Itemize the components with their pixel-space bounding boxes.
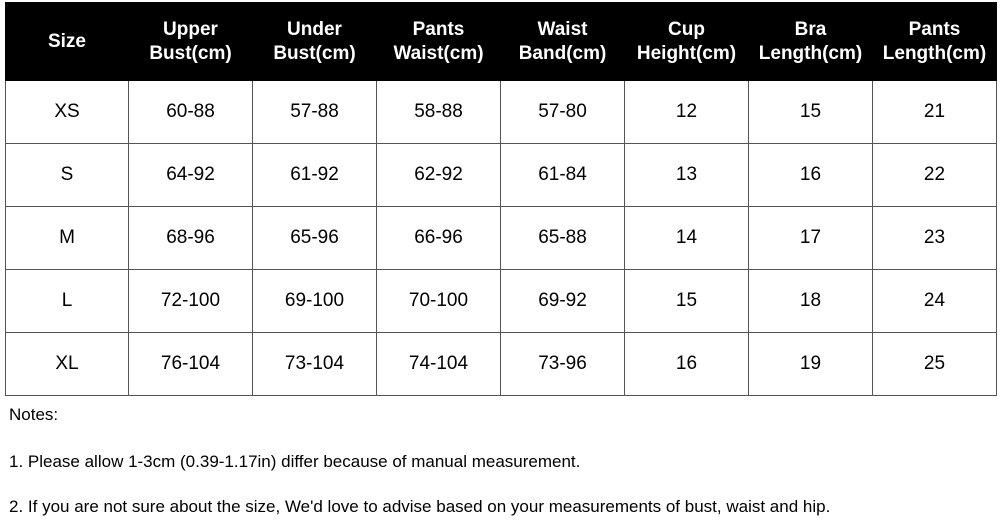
table-cell: S [5,143,129,207]
table-cell: M [5,206,129,270]
header-cell: Cup Height(cm) [624,2,749,81]
table-row: XS 60-88 57-88 58-88 57-80 12 15 21 [5,80,997,144]
table-cell: 24 [872,269,997,333]
table-cell: 73-104 [252,332,377,396]
header-cell: Size [5,2,129,81]
table-cell: 13 [624,143,749,207]
header-row: Size Upper Bust(cm) Under Bust(cm) Pants Wa… [5,2,997,81]
table-cell: 60-88 [128,80,253,144]
table-cell: 65-96 [252,206,377,270]
header-cell: Pants Waist(cm) [376,2,501,81]
table-cell: 68-96 [128,206,253,270]
table-row: M 68-96 65-96 66-96 65-88 14 17 23 [5,206,997,270]
header-cell: Waist Band(cm) [500,2,625,81]
table-cell: 57-80 [500,80,625,144]
table-cell: 18 [748,269,873,333]
table-cell: 15 [748,80,873,144]
header-cell: Under Bust(cm) [252,2,377,81]
table-cell: 21 [872,80,997,144]
table-cell: 12 [624,80,749,144]
table-cell: XL [5,332,129,396]
table-cell: 64-92 [128,143,253,207]
table-cell: 76-104 [128,332,253,396]
table-cell: 61-92 [252,143,377,207]
table-cell: 70-100 [376,269,501,333]
header-cell: Bra Length(cm) [748,2,873,81]
table-cell: 62-92 [376,143,501,207]
table-cell: 16 [748,143,873,207]
table-cell: 74-104 [376,332,501,396]
table-row: L 72-100 69-100 70-100 69-92 15 18 24 [5,269,997,333]
table-cell: 25 [872,332,997,396]
table-cell: 66-96 [376,206,501,270]
table-cell: 69-92 [500,269,625,333]
table-cell: L [5,269,129,333]
table-cell: 15 [624,269,749,333]
table-cell: 57-88 [252,80,377,144]
table-cell: 72-100 [128,269,253,333]
notes-title: Notes: [9,405,59,424]
table-row: S 64-92 61-92 62-92 61-84 13 16 22 [5,143,997,207]
note-item: 2. If you are not sure about the size, W… [9,497,831,516]
table-cell: 17 [748,206,873,270]
table-cell: 16 [624,332,749,396]
table-cell: 69-100 [252,269,377,333]
size-table: Size Upper Bust(cm) Under Bust(cm) Pants Wa… [5,2,997,396]
header-cell: Pants Length(cm) [872,2,997,81]
table-cell: 61-84 [500,143,625,207]
table-cell: 22 [872,143,997,207]
table-cell: 73-96 [500,332,625,396]
table-cell: 23 [872,206,997,270]
table-cell: XS [5,80,129,144]
table-row: XL 76-104 73-104 74-104 73-96 16 19 25 [5,332,997,396]
note-item: 1. Please allow 1-3cm (0.39-1.17in) diff… [9,452,581,471]
table-cell: 14 [624,206,749,270]
table-cell: 19 [748,332,873,396]
table-cell: 65-88 [500,206,625,270]
table-body: XS 60-88 57-88 58-88 57-80 12 15 21 S 64-92 61-92 6… [5,80,997,396]
table-cell: 58-88 [376,80,501,144]
header-cell: Upper Bust(cm) [128,2,253,81]
